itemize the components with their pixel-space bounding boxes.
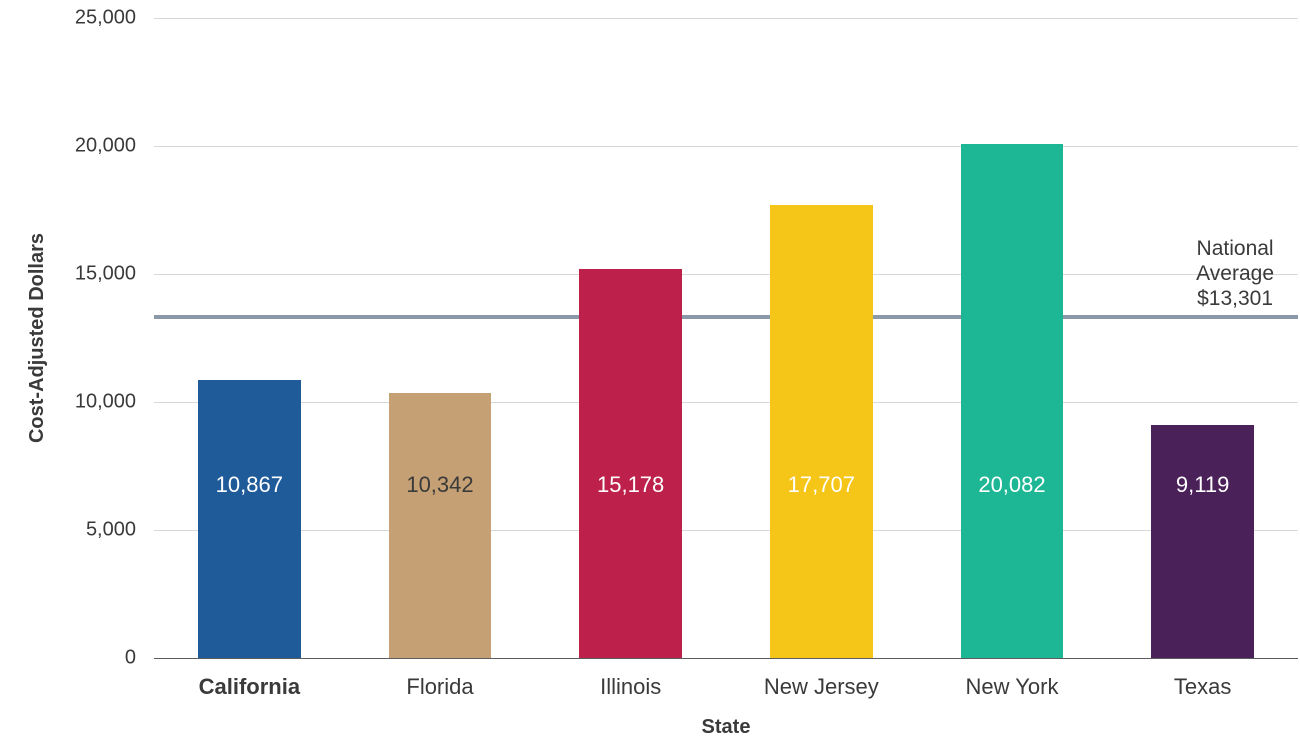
gridline bbox=[154, 18, 1298, 19]
bar: 17,707 bbox=[770, 205, 873, 658]
y-tick-label: 25,000 bbox=[75, 7, 154, 30]
national-average-annotation-line: National bbox=[1196, 236, 1274, 261]
x-category-label: Florida bbox=[406, 658, 473, 700]
bar-value-label: 20,082 bbox=[978, 472, 1045, 498]
x-category-label: New Jersey bbox=[764, 658, 879, 700]
gridline bbox=[154, 274, 1298, 275]
y-tick-label: 5,000 bbox=[86, 519, 154, 542]
y-tick-label: 20,000 bbox=[75, 135, 154, 158]
y-tick-label: 0 bbox=[125, 647, 154, 670]
national-average-annotation: NationalAverage$13,301 bbox=[1196, 236, 1274, 312]
bar-value-label: 10,342 bbox=[406, 472, 473, 498]
bar: 10,342 bbox=[389, 393, 492, 658]
x-category-label: Illinois bbox=[600, 658, 661, 700]
x-axis-line bbox=[154, 658, 1298, 659]
bar-value-label: 15,178 bbox=[597, 472, 664, 498]
bar: 9,119 bbox=[1151, 425, 1254, 658]
x-axis-title: State bbox=[702, 716, 751, 739]
x-category-label: California bbox=[199, 658, 300, 700]
national-average-annotation-line: $13,301 bbox=[1196, 286, 1274, 311]
gridline bbox=[154, 530, 1298, 531]
bar: 10,867 bbox=[198, 380, 301, 658]
y-tick-label: 10,000 bbox=[75, 391, 154, 414]
gridline bbox=[154, 402, 1298, 403]
bar-value-label: 17,707 bbox=[788, 472, 855, 498]
national-average-line bbox=[154, 315, 1298, 319]
bar: 15,178 bbox=[579, 269, 682, 658]
bar: 20,082 bbox=[961, 144, 1064, 658]
national-average-annotation-line: Average bbox=[1196, 261, 1274, 286]
cost-adjusted-dollars-bar-chart: Cost-Adjusted Dollars 05,00010,00015,000… bbox=[0, 0, 1300, 756]
bar-value-label: 10,867 bbox=[216, 472, 283, 498]
bar-value-label: 9,119 bbox=[1176, 472, 1229, 498]
plot-area: 05,00010,00015,00020,00025,000NationalAv… bbox=[154, 18, 1298, 658]
x-category-label: Texas bbox=[1174, 658, 1231, 700]
y-tick-label: 15,000 bbox=[75, 263, 154, 286]
y-axis-title: Cost-Adjusted Dollars bbox=[26, 233, 49, 443]
gridline bbox=[154, 146, 1298, 147]
x-category-label: New York bbox=[966, 658, 1059, 700]
